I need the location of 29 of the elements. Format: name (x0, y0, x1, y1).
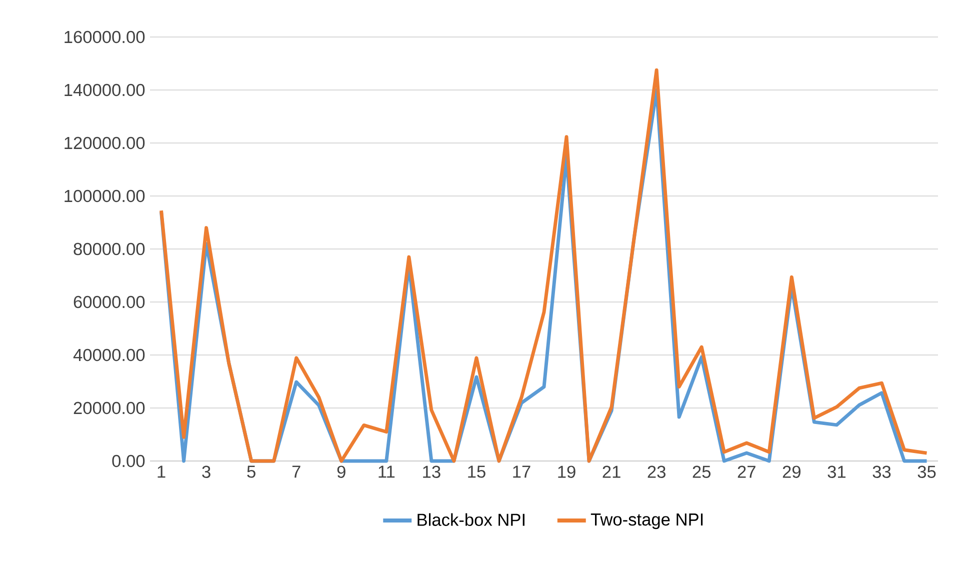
x-tick-label: 33 (872, 466, 891, 478)
x-tick-label: 21 (602, 466, 620, 478)
y-tick-label: 140000.00 (64, 84, 145, 96)
x-tick-label: 25 (692, 466, 711, 478)
x-tick-label: 3 (202, 466, 210, 478)
x-tick-label: 9 (337, 466, 346, 478)
x-tick-label: 19 (558, 466, 576, 478)
x-tick-label: 11 (378, 466, 395, 478)
x-tick-label: 23 (648, 466, 666, 478)
x-tick-label: 1 (158, 466, 166, 478)
x-tick-label: 27 (738, 466, 756, 478)
x-tick-label: 31 (828, 466, 846, 478)
y-tick-label: 100000.00 (64, 190, 145, 202)
y-tick-label: 40000.00 (73, 348, 145, 362)
y-tick-label: 80000.00 (74, 242, 145, 256)
x-tick-label: 7 (292, 466, 300, 478)
x-tick-label: 5 (247, 466, 256, 478)
x-tick-label: 15 (468, 466, 486, 478)
x-tick-label: 35 (918, 466, 936, 478)
x-tick-label: 29 (782, 466, 800, 478)
y-tick-label: 160000.00 (64, 30, 145, 44)
x-tick-label: 17 (513, 466, 530, 478)
legend-label: Black-box NPI (418, 513, 524, 526)
legend-label: Two-stage NPI (590, 514, 703, 530)
y-tick-label: 60000.00 (74, 296, 145, 308)
y-tick-label: 120000.00 (64, 136, 145, 150)
y-tick-label: 20000.00 (74, 402, 145, 414)
y-tick-label: 0.00 (112, 454, 145, 468)
x-tick-label: 13 (423, 466, 440, 478)
